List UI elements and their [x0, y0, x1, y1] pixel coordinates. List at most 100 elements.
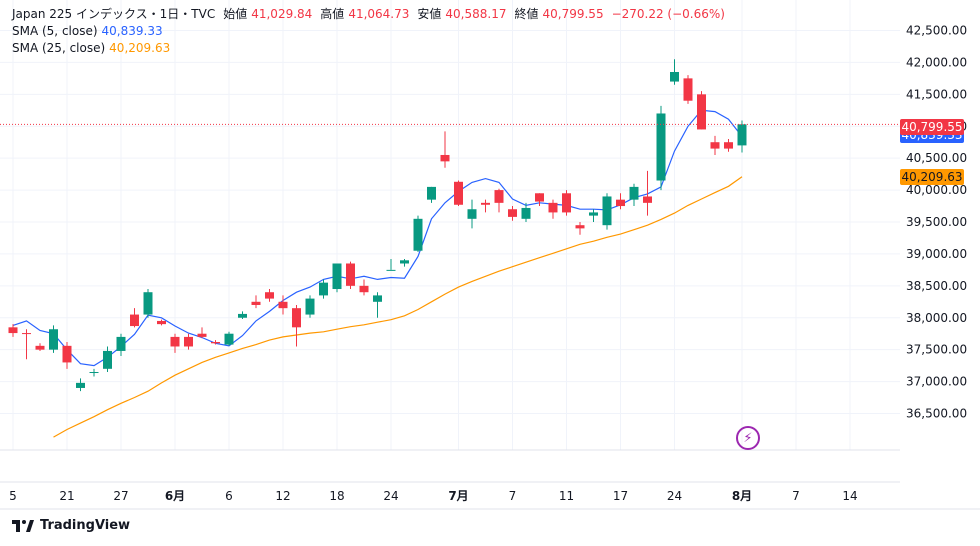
- candle-body: [467, 209, 477, 219]
- x-tick-label: 8月: [732, 489, 752, 503]
- x-tick-label: 7: [509, 489, 517, 503]
- y-tick-label: 37,500.00: [906, 343, 967, 357]
- logo-text: TradingView: [40, 518, 131, 533]
- x-tick-label: 5: [9, 489, 17, 503]
- candle-body: [602, 196, 612, 226]
- low-value: 40,588.17: [445, 7, 507, 21]
- candle-body: [535, 193, 544, 202]
- sma25-path: [53, 176, 743, 438]
- candle-body: [413, 218, 423, 251]
- x-tick-label: 17: [613, 489, 628, 503]
- x-tick-label: 18: [329, 489, 344, 503]
- candle-body: [130, 314, 139, 327]
- y-tick-label: 42,500.00: [906, 24, 967, 38]
- x-tick-label: 24: [667, 489, 682, 503]
- y-tick-label: 36,500.00: [906, 407, 967, 421]
- candle-body: [116, 336, 126, 351]
- sma5-label: SMA (5, close): [12, 24, 98, 38]
- candle-body: [319, 282, 328, 296]
- candle-body: [724, 142, 733, 149]
- candle-body: [643, 196, 652, 203]
- change-value: −270.22 (−0.66%): [611, 7, 725, 21]
- symbol-title[interactable]: Japan 225 インデックス・1日・TVC: [12, 7, 216, 21]
- x-tick-label: 27: [113, 489, 128, 503]
- candle-body: [224, 333, 234, 345]
- x-tick-label: 7: [792, 489, 800, 503]
- candle-body: [373, 295, 382, 302]
- high-value: 41,064.73: [348, 7, 410, 21]
- candle-body: [454, 181, 463, 205]
- y-tick-label: 39,000.00: [906, 247, 967, 261]
- candle-body: [157, 320, 166, 325]
- y-tick-label: 38,500.00: [906, 279, 967, 293]
- candle-body: [427, 186, 436, 200]
- candle-body: [629, 186, 639, 200]
- candle-body: [238, 313, 247, 318]
- sma25-label: SMA (25, close): [12, 41, 106, 55]
- close-label: 終値: [514, 7, 539, 21]
- y-tick-label: 41,500.00: [906, 87, 967, 101]
- candle-body: [400, 260, 409, 264]
- y-tick-label: 40,500.00: [906, 151, 967, 165]
- candle-body: [521, 207, 531, 219]
- candle-body: [575, 225, 585, 229]
- symbol-row: Japan 225 インデックス・1日・TVC 始値 41,029.84 高値 41…: [12, 6, 725, 23]
- sma5-legend-row[interactable]: SMA (5, close) 40,839.33: [12, 23, 725, 40]
- candle-body: [346, 263, 355, 286]
- candle-body: [278, 301, 288, 309]
- sma25-value: 40,209.63: [109, 41, 171, 55]
- sma5-value: 40,839.33: [101, 24, 163, 38]
- candle-body: [548, 202, 558, 213]
- candle-body: [616, 199, 625, 207]
- last-price-tag: 40,799.55: [900, 118, 964, 135]
- x-tick-label: 21: [59, 489, 74, 503]
- tradingview-logo-icon: [12, 519, 34, 532]
- sma25-line: [53, 176, 743, 438]
- open-value: 41,029.84: [251, 7, 313, 21]
- candle-body: [562, 193, 571, 213]
- close-value: 40,799.55: [542, 7, 604, 21]
- candle-body: [305, 298, 315, 315]
- candle-body: [211, 342, 220, 344]
- tradingview-logo[interactable]: TradingView: [12, 518, 130, 533]
- candle-body: [494, 190, 504, 203]
- sma25-legend-row[interactable]: SMA (25, close) 40,209.63: [12, 40, 725, 57]
- sma5-line: [12, 109, 743, 367]
- price-axis[interactable]: 42,500.0042,000.0041,500.0041,000.0040,5…: [906, 24, 967, 421]
- candle-body: [697, 94, 706, 130]
- candle-body: [737, 124, 747, 146]
- candle-body: [440, 154, 450, 162]
- sma25-price-tag: 40,209.63: [900, 168, 964, 185]
- grid: [0, 0, 900, 450]
- chart-legend: Japan 225 インデックス・1日・TVC 始値 41,029.84 高値 41…: [12, 6, 725, 57]
- y-tick-label: 40,000.00: [906, 183, 967, 197]
- x-tick-label: 14: [842, 489, 857, 503]
- candle-body: [143, 292, 153, 315]
- time-axis[interactable]: 5 21 27 6月 6 12 18 24 7月 7 11 17 24 8月 7 14: [9, 489, 857, 503]
- candle-body: [76, 382, 85, 388]
- x-tick-label: 7月: [448, 489, 468, 503]
- candle-body: [359, 285, 369, 293]
- candle-body: [49, 329, 58, 350]
- x-tick-label: 24: [383, 489, 398, 503]
- candle-body: [89, 372, 99, 374]
- candle-body: [197, 333, 207, 337]
- high-label: 高値: [320, 7, 345, 21]
- candle-body: [710, 142, 720, 149]
- candle-body: [386, 269, 396, 271]
- y-tick-label: 37,000.00: [906, 375, 967, 389]
- x-tick-label: 6月: [165, 489, 185, 503]
- x-tick-label: 11: [559, 489, 574, 503]
- candle-body: [481, 202, 490, 205]
- candle-body: [35, 345, 45, 350]
- candle-body: [683, 78, 693, 101]
- candle-body: [508, 209, 517, 217]
- bolt-icon[interactable]: ⚡: [736, 426, 760, 450]
- candle-body: [251, 301, 261, 305]
- candlesticks: [8, 59, 747, 392]
- low-label: 安値: [417, 7, 442, 21]
- candle-body: [670, 71, 679, 82]
- candle-body: [332, 263, 342, 290]
- candle-body: [62, 345, 72, 363]
